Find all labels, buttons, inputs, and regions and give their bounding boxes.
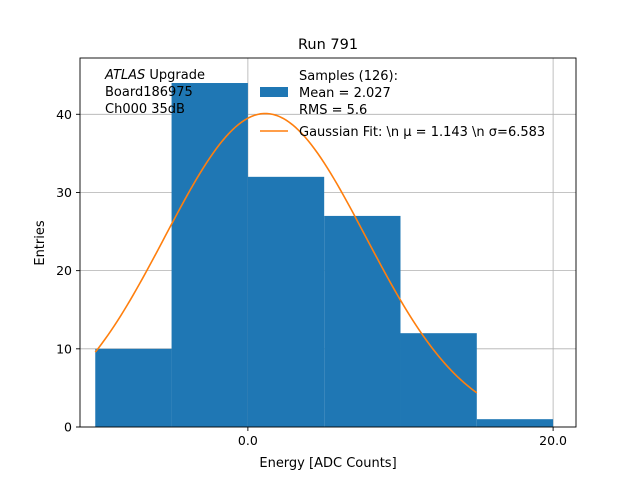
y-tick-label: 30 (56, 185, 72, 200)
histogram-bar (400, 333, 477, 427)
legend-hist-swatch (260, 87, 288, 97)
y-tick-label: 0 (64, 420, 72, 435)
axis-ticks: 0.0 20.0 0 10 20 30 40 (56, 107, 567, 448)
histogram-bar (476, 419, 554, 427)
y-axis-label: Entries (33, 220, 48, 266)
plot-frame (79, 57, 577, 428)
atlas-annotation: ATLAS Upgrade Board186975 Ch000 35dB (104, 68, 205, 117)
y-tick-label: 40 (56, 107, 72, 122)
annotation-line: Ch000 35dB (105, 102, 185, 117)
legend-hist-label: Mean = 2.027 (299, 86, 391, 101)
x-axis-label: Energy [ADC Counts] (259, 456, 396, 471)
annotation-line: ATLAS Upgrade (104, 68, 205, 83)
legend-hist-label: Samples (126): (299, 69, 398, 84)
gaussian-fit-curve (94, 112, 478, 394)
histogram-bar (324, 215, 401, 427)
x-tick-label: 20.0 (539, 433, 567, 448)
x-tick-label: 0.0 (238, 433, 258, 448)
legend-hist-label: RMS = 5.6 (299, 103, 367, 118)
y-tick-label: 20 (56, 263, 72, 278)
histogram-bar (95, 348, 172, 427)
histogram-bar (247, 176, 325, 427)
legend-fit-label: Gaussian Fit: \n μ = 1.143 \n σ=6.583 (299, 125, 545, 140)
y-tick-label: 10 (56, 341, 72, 356)
histogram-bar (171, 83, 248, 427)
annotation-line: Board186975 (105, 85, 193, 100)
chart-title: Run 791 (298, 37, 358, 53)
histogram-bars (95, 83, 554, 427)
legend: Samples (126): Mean = 2.027 RMS = 5.6 Gau… (260, 69, 545, 140)
